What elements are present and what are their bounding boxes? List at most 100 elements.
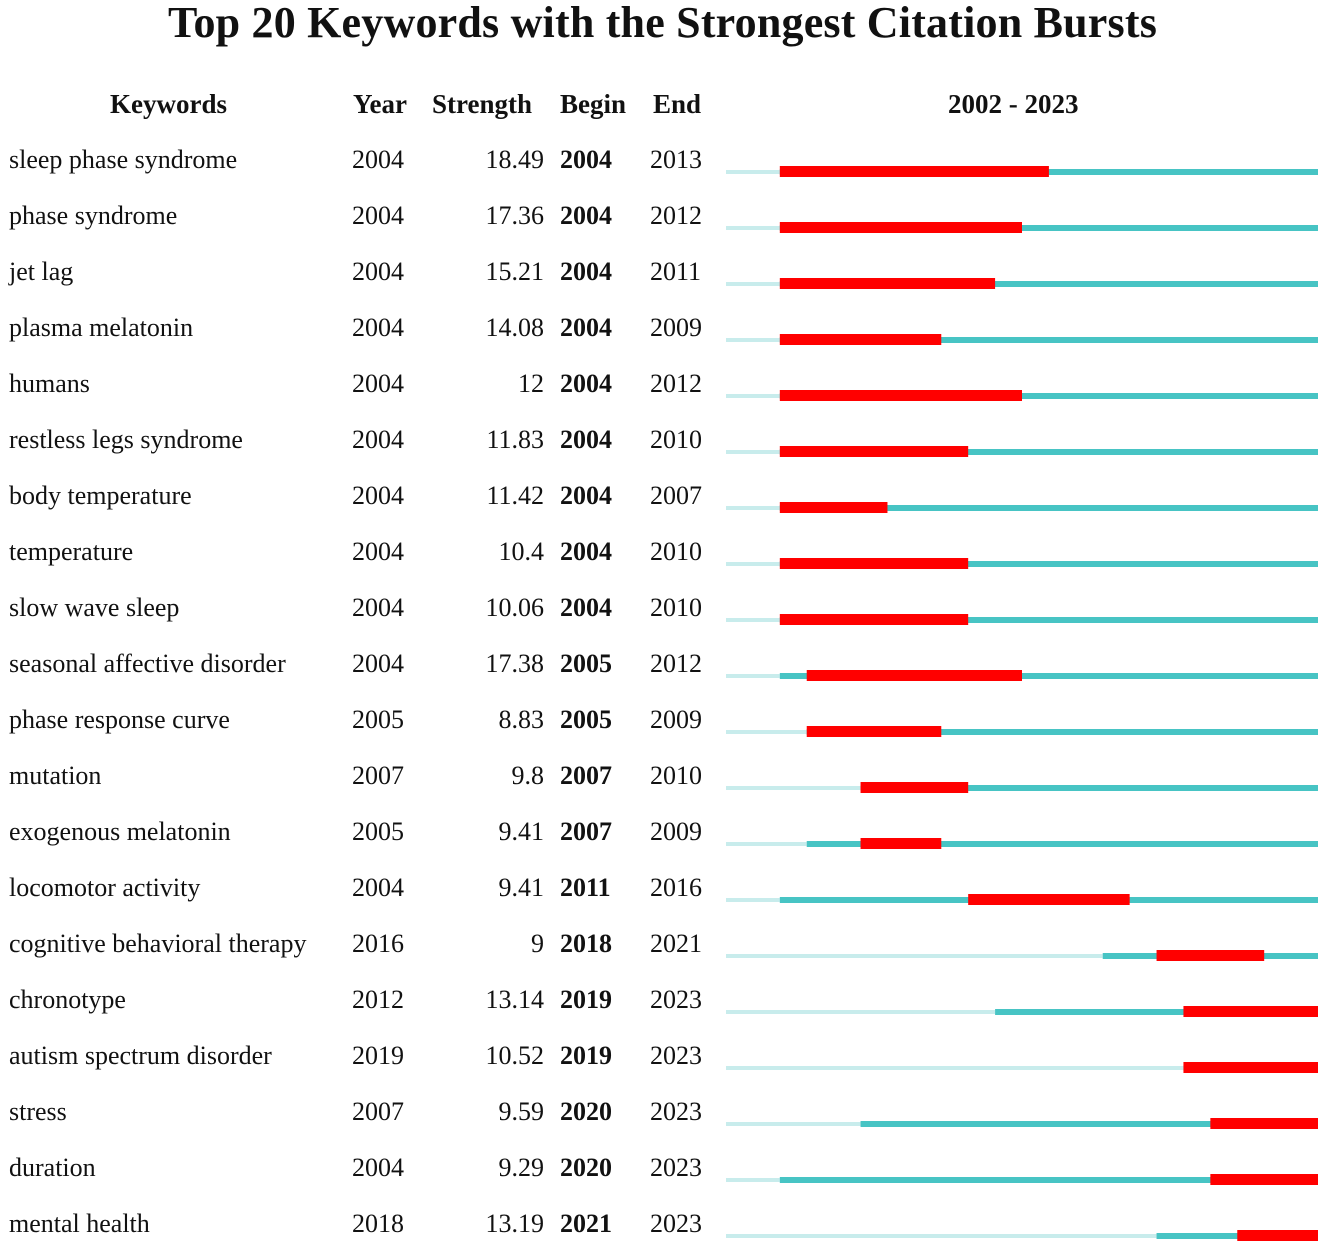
strength-cell: 13.14: [485, 985, 545, 1014]
year-cell: 2004: [352, 369, 404, 398]
timeline-active-segment: [779, 169, 1318, 175]
year-cell: 2012: [352, 985, 404, 1014]
year-cell: 2004: [352, 873, 404, 902]
keyword-cell: phase syndrome: [9, 201, 178, 230]
begin-cell: 2018: [560, 929, 612, 958]
end-cell: 2023: [650, 1209, 702, 1238]
timeline-before-segment: [726, 562, 780, 566]
timeline-active-segment: [779, 617, 1318, 623]
end-cell: 2012: [650, 201, 702, 230]
begin-cell: 2004: [560, 481, 612, 510]
strength-cell: 9.41: [498, 817, 545, 846]
end-cell: 2023: [650, 1153, 702, 1182]
burst-bar: [1183, 1062, 1318, 1073]
end-cell: 2012: [650, 369, 702, 398]
strength-cell: 10.52: [485, 1041, 545, 1070]
strength-cell: 13.19: [485, 1209, 545, 1238]
strength-cell: 15.21: [485, 257, 545, 286]
year-cell: 2004: [352, 257, 404, 286]
burst-bar: [968, 894, 1130, 905]
begin-cell: 2004: [560, 425, 612, 454]
year-cell: 2004: [352, 1153, 404, 1182]
burst-bar: [1237, 1230, 1318, 1241]
burst-bar: [1210, 1174, 1318, 1185]
strength-cell: 17.38: [485, 649, 545, 678]
end-cell: 2021: [650, 929, 702, 958]
strength-cell: 12: [518, 369, 544, 398]
timeline-before-segment: [726, 842, 807, 846]
keyword-cell: plasma melatonin: [9, 313, 194, 342]
timeline-before-segment: [726, 954, 1103, 958]
keyword-cell: temperature: [9, 537, 134, 566]
keyword-cell: sleep phase syndrome: [9, 145, 238, 174]
keyword-cell: body temperature: [9, 481, 192, 510]
year-cell: 2019: [352, 1041, 404, 1070]
year-cell: 2005: [352, 705, 404, 734]
burst-bar: [860, 782, 969, 793]
begin-cell: 2005: [560, 649, 612, 678]
begin-cell: 2004: [560, 313, 612, 342]
burst-bar: [779, 446, 969, 457]
timeline-active-segment: [806, 729, 1318, 735]
begin-cell: 2004: [560, 537, 612, 566]
timeline-before-segment: [726, 786, 861, 790]
keyword-cell: autism spectrum disorder: [9, 1041, 272, 1070]
begin-cell: 2021: [560, 1209, 612, 1238]
strength-cell: 9.8: [511, 761, 545, 790]
keyword-cell: seasonal affective disorder: [9, 649, 286, 678]
year-cell: 2004: [352, 201, 404, 230]
year-cell: 2005: [352, 817, 404, 846]
header-timeline-range: 2002 - 2023: [948, 89, 1079, 119]
strength-cell: 14.08: [485, 313, 545, 342]
timeline-before-segment: [726, 730, 807, 734]
begin-cell: 2007: [560, 761, 612, 790]
strength-cell: 10.06: [485, 593, 545, 622]
keyword-cell: cognitive behavioral therapy: [9, 929, 307, 958]
timeline-active-segment: [779, 393, 1318, 399]
header-begin: Begin: [560, 89, 627, 119]
keyword-cell: exogenous melatonin: [9, 817, 231, 846]
burst-bar: [1210, 1118, 1318, 1129]
burst-bar: [806, 726, 942, 737]
end-cell: 2009: [650, 817, 702, 846]
timeline-before-segment: [726, 506, 780, 510]
strength-cell: 9.41: [498, 873, 545, 902]
begin-cell: 2020: [560, 1097, 612, 1126]
end-cell: 2016: [650, 873, 702, 902]
timeline-before-segment: [726, 1234, 1157, 1238]
end-cell: 2011: [650, 257, 702, 286]
header-keywords: Keywords: [110, 89, 227, 119]
begin-cell: 2004: [560, 145, 612, 174]
timeline-before-segment: [726, 226, 780, 230]
begin-cell: 2004: [560, 593, 612, 622]
timeline-before-segment: [726, 338, 780, 342]
begin-cell: 2004: [560, 369, 612, 398]
end-cell: 2023: [650, 1041, 702, 1070]
header-end: End: [653, 89, 702, 119]
keyword-cell: chronotype: [9, 985, 126, 1014]
timeline-before-segment: [726, 450, 780, 454]
keyword-cell: slow wave sleep: [9, 593, 180, 622]
timeline-active-segment: [779, 225, 1318, 231]
begin-cell: 2005: [560, 705, 612, 734]
begin-cell: 2020: [560, 1153, 612, 1182]
timeline-active-segment: [779, 281, 1318, 287]
timeline-before-segment: [726, 1122, 861, 1126]
timeline-active-segment: [1183, 1065, 1318, 1071]
timeline-before-segment: [726, 170, 780, 174]
end-cell: 2010: [650, 425, 702, 454]
header-strength: Strength: [432, 89, 533, 119]
timeline-before-segment: [726, 1010, 996, 1014]
year-cell: 2004: [352, 425, 404, 454]
burst-bar: [779, 166, 1049, 177]
timeline-active-segment: [779, 673, 1318, 679]
keyword-cell: restless legs syndrome: [9, 425, 243, 454]
end-cell: 2010: [650, 537, 702, 566]
burst-bar: [779, 278, 996, 289]
burst-bar: [806, 670, 1022, 681]
keyword-cell: phase response curve: [9, 705, 230, 734]
burst-bar: [779, 614, 969, 625]
burst-bar: [860, 838, 942, 849]
timeline-active-segment: [806, 841, 1318, 847]
timeline-before-segment: [726, 618, 780, 622]
